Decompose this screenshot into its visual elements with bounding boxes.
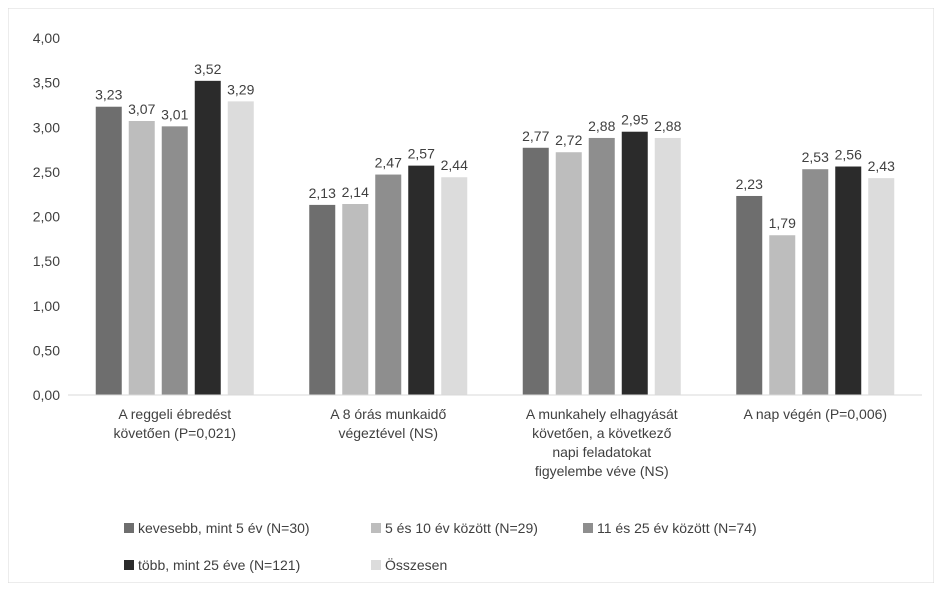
bars-group: [95, 80, 895, 396]
legend-label: több, mint 25 éve (N=121): [138, 557, 300, 573]
legend-swatch: [124, 523, 134, 533]
data-label: 2,23: [736, 176, 763, 192]
legend-label: kevesebb, mint 5 év (N=30): [138, 520, 310, 536]
y-tick-label: 3,50: [33, 75, 60, 91]
x-category-label: A reggeli ébredést követően (P=0,021): [113, 406, 236, 441]
x-axis-categories: A reggeli ébredést követően (P=0,021) A 8 …: [113, 406, 887, 479]
x-category-line: napi feladatokat: [552, 444, 651, 460]
data-label: 3,52: [194, 61, 221, 77]
legend-swatch: [583, 523, 593, 533]
bar: [194, 80, 221, 395]
y-tick-label: 2,50: [33, 164, 60, 180]
bar: [522, 147, 549, 395]
data-label: 2,77: [522, 128, 549, 144]
data-labels-group: 3,23 3,07 3,01 3,52 3,29 2,13 2,14 2,47 2,57 2,44…: [95, 61, 895, 231]
x-category-label: A nap végén (P=0,006): [743, 406, 887, 422]
x-category-label: A munkahely elhagyását követően, a követk…: [526, 406, 678, 479]
bar: [736, 195, 763, 395]
data-label: 2,14: [342, 184, 369, 200]
data-label: 2,44: [441, 157, 468, 173]
data-label: 2,88: [588, 118, 615, 134]
y-tick-label: 3,00: [33, 119, 60, 135]
data-label: 2,13: [309, 185, 336, 201]
data-label: 2,95: [621, 112, 648, 128]
data-label: 2,47: [375, 155, 402, 171]
x-category-line: A munkahely elhagyását: [526, 406, 678, 422]
x-category-label: A 8 órás munkaidő végeztével (NS): [330, 406, 446, 441]
bar: [161, 126, 188, 396]
bar: [95, 106, 122, 395]
bar-chart: 0,00 0,50 1,00 1,50 2,00 2,50 3,00 3,50 4,00 3,2…: [7, 7, 935, 584]
bar: [588, 137, 615, 395]
x-category-line: követően (P=0,021): [113, 425, 236, 441]
x-category-line: A 8 órás munkaidő: [330, 406, 446, 422]
y-tick-label: 1,00: [33, 298, 60, 314]
y-tick-label: 0,50: [33, 342, 60, 358]
legend-swatch: [371, 560, 381, 570]
data-label: 2,53: [802, 149, 829, 165]
x-category-line: A nap végén (P=0,006): [743, 406, 887, 422]
chart-frame: 0,00 0,50 1,00 1,50 2,00 2,50 3,00 3,50 4,00 3,2…: [7, 7, 935, 584]
legend-label: 11 és 25 év között (N=74): [597, 520, 757, 536]
bar: [769, 235, 796, 395]
legend-label: Összesen: [385, 556, 447, 573]
legend-swatch: [371, 523, 381, 533]
y-tick-label: 2,00: [33, 209, 60, 225]
bar: [621, 131, 648, 395]
x-category-line: végeztével (NS): [338, 425, 438, 441]
data-label: 2,72: [555, 132, 582, 148]
y-tick-label: 1,50: [33, 253, 60, 269]
x-category-line: A reggeli ébredést: [118, 406, 231, 422]
y-tick-label: 4,00: [33, 30, 60, 46]
bar: [868, 178, 895, 395]
legend-label: 5 és 10 év között (N=29): [385, 520, 538, 536]
bar: [227, 101, 254, 396]
bar: [128, 121, 155, 395]
bar: [835, 166, 862, 395]
bar: [441, 177, 468, 395]
bar: [654, 137, 681, 395]
bar: [309, 204, 336, 395]
data-label: 1,79: [769, 215, 796, 231]
bar: [342, 204, 369, 395]
x-category-line: követően, a következő: [532, 425, 672, 441]
bar: [555, 152, 582, 395]
data-label: 3,01: [161, 106, 188, 122]
legend-swatch: [124, 560, 134, 570]
data-label: 3,07: [128, 101, 155, 117]
y-axis: 0,00 0,50 1,00 1,50 2,00 2,50 3,00 3,50 4,00: [33, 30, 60, 403]
x-category-line: figyelembe véve (NS): [535, 463, 669, 479]
legend: kevesebb, mint 5 év (N=30) 5 és 10 év köz…: [124, 520, 757, 573]
data-label: 2,88: [654, 118, 681, 134]
bar: [802, 169, 829, 395]
data-label: 2,43: [868, 158, 895, 174]
y-tick-label: 0,00: [33, 387, 60, 403]
bar: [408, 165, 435, 395]
data-label: 2,57: [408, 146, 435, 162]
data-label: 3,23: [95, 87, 122, 103]
data-label: 2,56: [835, 147, 862, 163]
data-label: 3,29: [227, 81, 254, 97]
bar: [375, 174, 402, 395]
